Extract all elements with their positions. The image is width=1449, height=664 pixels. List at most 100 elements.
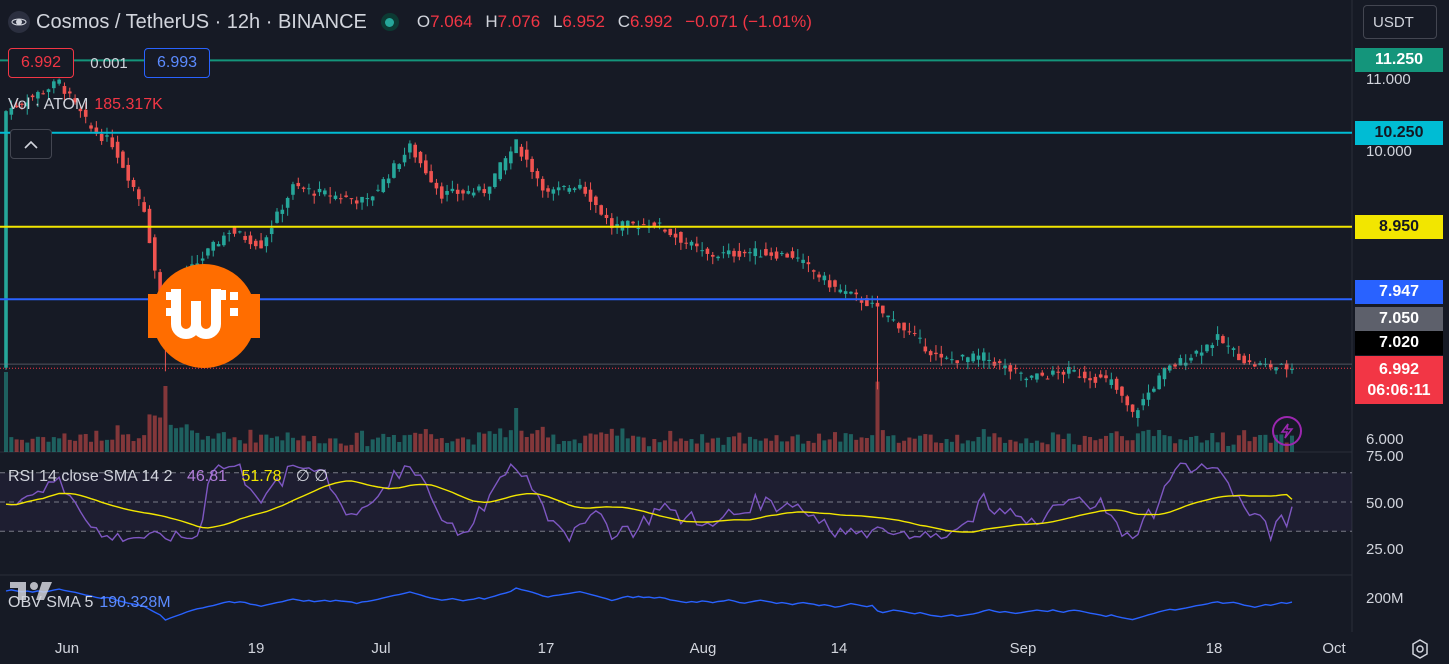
volume-bar: [1274, 434, 1279, 452]
volume-bar: [785, 441, 790, 452]
volume-bar: [577, 443, 582, 452]
volume-bar: [487, 431, 492, 452]
candle-body: [1024, 378, 1029, 381]
candle-body: [849, 291, 853, 294]
volume-bar: [466, 439, 471, 452]
volume-bar: [503, 437, 508, 452]
volume-bar: [115, 425, 120, 452]
volume-bar: [285, 432, 290, 452]
candle-body: [610, 218, 614, 229]
candle-body: [445, 190, 449, 195]
time-label: Oct: [1322, 640, 1346, 657]
candle-body: [275, 211, 279, 223]
volume-bar: [317, 443, 322, 452]
volume-bar: [928, 434, 933, 452]
volume-bar: [1189, 436, 1194, 452]
volume-bar: [370, 439, 375, 452]
candle-body: [1067, 367, 1071, 374]
symbol-title[interactable]: Cosmos / TetherUS · 12h · BINANCE: [36, 10, 367, 33]
candle-body: [594, 196, 598, 206]
volume-bar: [1231, 444, 1236, 452]
sell-price-button[interactable]: 6.992: [8, 48, 74, 78]
time-label: 17: [537, 640, 555, 657]
candle-body: [588, 189, 593, 202]
candle-body: [264, 237, 269, 247]
currency-button[interactable]: USDT: [1363, 5, 1437, 39]
volume-bar: [158, 417, 163, 452]
candle-body: [934, 352, 938, 355]
rsi-extra-values: ∅ ∅: [295, 468, 329, 485]
candle-body: [1130, 404, 1135, 412]
volume-bar: [1013, 441, 1018, 452]
volume-bar: [19, 439, 24, 452]
volume-legend[interactable]: Vol · ATOM 185.317K: [8, 96, 163, 114]
cosmos-logo-icon: [8, 11, 30, 33]
candle-body: [896, 323, 901, 329]
candle-body: [1082, 371, 1087, 379]
volume-bar: [572, 439, 577, 452]
candle-body: [1035, 373, 1039, 380]
collapse-legend-button[interactable]: [10, 129, 52, 159]
candle-body: [57, 79, 61, 84]
volume-bar: [439, 438, 444, 452]
lightning-icon[interactable]: [1272, 416, 1302, 446]
obv-tick: 200M: [1366, 590, 1404, 607]
volume-bar: [880, 430, 885, 452]
volume-bar: [593, 434, 598, 452]
volume-bar: [620, 428, 625, 452]
candle-body: [503, 158, 508, 171]
market-status-icon[interactable]: [380, 13, 399, 31]
candle-body: [732, 250, 736, 257]
candle-body: [269, 228, 274, 235]
volume-bar: [402, 435, 407, 452]
rsi-legend[interactable]: RSI 14 close SMA 14 2 46.81 51.78 ∅ ∅: [8, 466, 328, 486]
volume-bar: [742, 443, 747, 452]
candle-body: [333, 195, 338, 199]
obv-legend[interactable]: OBV SMA 5 190.328M: [8, 594, 171, 612]
volume-bar: [1098, 438, 1103, 452]
volume-bar: [126, 434, 131, 452]
candle-body: [960, 354, 965, 357]
volume-bar: [94, 430, 99, 452]
candle-body: [1221, 336, 1225, 344]
volume-bar: [120, 434, 125, 452]
volume-bar: [413, 432, 418, 452]
candle-body: [291, 184, 295, 195]
buy-price-button[interactable]: 6.993: [144, 48, 210, 78]
candle-body: [1088, 378, 1092, 381]
volume-bar: [195, 432, 200, 452]
volume-bar: [609, 428, 614, 452]
candle-body: [668, 228, 673, 236]
candle-body: [105, 135, 109, 137]
candle-body: [1045, 378, 1050, 380]
candle-body: [99, 133, 104, 142]
volume-bar: [726, 437, 731, 452]
candle-body: [801, 259, 805, 264]
settings-icon[interactable]: [1409, 638, 1431, 660]
candle-body: [774, 251, 779, 259]
candle-body: [1051, 370, 1055, 375]
candle-body: [684, 242, 688, 244]
candle-body: [121, 151, 125, 168]
candle-body: [1146, 392, 1151, 400]
volume-bar: [14, 439, 19, 452]
volume-bar: [338, 443, 343, 452]
volume-bar: [269, 437, 274, 452]
volume-bar: [104, 439, 109, 452]
volume-bar: [641, 437, 646, 452]
candle-body: [110, 137, 115, 148]
candle-body: [827, 280, 832, 288]
volume-bar: [997, 437, 1002, 452]
volume-bar: [381, 433, 386, 452]
volume-bar: [492, 433, 497, 452]
candle-body: [524, 149, 529, 160]
volume-bar: [662, 440, 667, 452]
candle-body: [1098, 374, 1103, 378]
volume-bar: [280, 440, 285, 452]
close-key: C: [617, 12, 630, 31]
volume-bar: [4, 372, 8, 452]
candle-body: [397, 164, 402, 170]
candle-body: [78, 108, 83, 112]
candle-body: [365, 198, 370, 200]
